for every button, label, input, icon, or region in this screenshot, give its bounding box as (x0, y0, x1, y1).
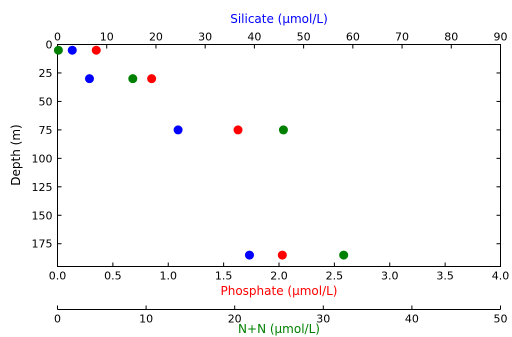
silicate-tick-label-8: 80 (444, 31, 458, 44)
depth-tick-label-2: 50 (39, 95, 53, 108)
depth-tick-label-1: 25 (39, 67, 53, 80)
silicate-tick-label-5: 50 (297, 31, 311, 44)
depth-tick-label-3: 75 (39, 124, 53, 137)
nn-point-0 (53, 45, 63, 55)
silicate-point-1 (84, 74, 94, 84)
phosphate-point-2 (233, 125, 243, 135)
silicate-tick-label-0: 0 (54, 31, 61, 44)
phosphate-point-0 (91, 45, 101, 55)
nn-tick-label-3: 30 (316, 313, 330, 326)
nn-point-3 (339, 250, 349, 260)
silicate-point-0 (67, 45, 77, 55)
nn-tick-label-0: 0 (54, 313, 61, 326)
nn-tick-label-4: 40 (405, 313, 419, 326)
phosphate-tick-label-6: 3.0 (381, 270, 399, 283)
nn-point-1 (128, 74, 138, 84)
depth-tick-label-0: 0 (46, 39, 53, 52)
depth-tick-label-5: 125 (32, 181, 53, 194)
depth-axis-title: Depth (m) (9, 124, 23, 185)
phosphate-point-1 (147, 74, 157, 84)
phosphate-tick-label-8: 4.0 (492, 270, 510, 283)
silicate-tick-label-6: 60 (346, 31, 360, 44)
silicate-point-2 (173, 125, 183, 135)
silicate-axis-title: Silicate (μmol/L) (230, 12, 328, 26)
phosphate-tick-label-7: 3.5 (436, 270, 454, 283)
depth-tick-label-4: 100 (32, 152, 53, 165)
silicate-tick-label-4: 40 (247, 31, 261, 44)
silicate-tick-label-7: 70 (395, 31, 409, 44)
phosphate-tick-label-5: 2.5 (326, 270, 344, 283)
silicate-point-3 (244, 250, 254, 260)
nn-tick-label-2: 20 (228, 313, 242, 326)
phosphate-tick-label-3: 1.5 (215, 270, 233, 283)
silicate-tick-label-1: 10 (100, 31, 114, 44)
silicate-tick-label-9: 90 (494, 31, 508, 44)
depth-tick-label-7: 175 (32, 238, 53, 251)
depth-tick-label-6: 150 (32, 209, 53, 222)
phosphate-axis-title: Phosphate (μmol/L) (220, 284, 337, 298)
nn-tick-label-1: 10 (139, 313, 153, 326)
nn-tick-label-5: 50 (494, 313, 508, 326)
phosphate-tick-label-0: 0.0 (49, 270, 67, 283)
silicate-tick-label-3: 30 (198, 31, 212, 44)
nn-point-2 (278, 125, 288, 135)
points-layer (53, 45, 349, 260)
phosphate-tick-label-2: 1.0 (160, 270, 178, 283)
silicate-tick-label-2: 20 (149, 31, 163, 44)
phosphate-tick-label-1: 0.5 (104, 270, 122, 283)
phosphate-point-3 (277, 250, 287, 260)
plot-frame (57, 44, 501, 267)
phosphate-tick-label-4: 2.0 (270, 270, 288, 283)
nn-axis-title: N+N (μmol/L) (238, 322, 320, 336)
